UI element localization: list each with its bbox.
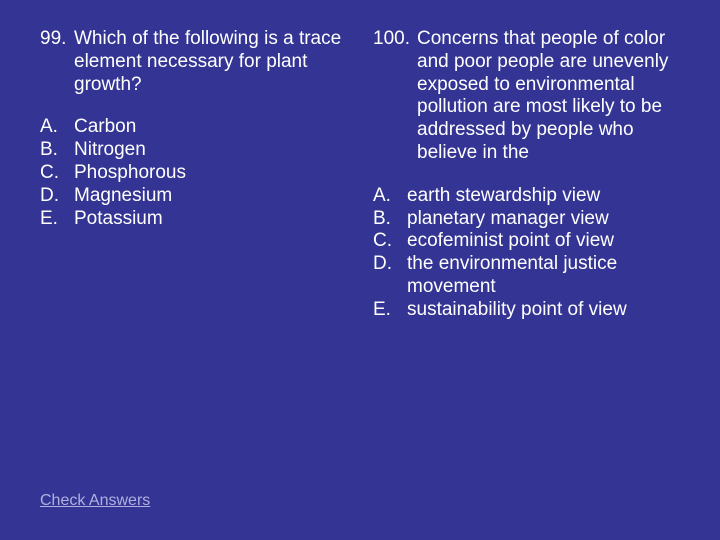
option-d: D. Magnesium xyxy=(40,185,357,208)
option-text: Potassium xyxy=(74,208,357,231)
option-a: A. Carbon xyxy=(40,116,357,139)
option-label: D. xyxy=(373,253,407,299)
option-text: Carbon xyxy=(74,116,357,139)
option-c: C. Phosphorous xyxy=(40,162,357,185)
right-column: 100. Concerns that people of color and p… xyxy=(373,28,690,322)
option-label: B. xyxy=(40,139,74,162)
option-b: B. Nitrogen xyxy=(40,139,357,162)
option-a: A. earth stewardship view xyxy=(373,185,690,208)
option-b: B. planetary manager view xyxy=(373,208,690,231)
option-text: earth stewardship view xyxy=(407,185,690,208)
option-label: A. xyxy=(373,185,407,208)
slide-columns: 99. Which of the following is a trace el… xyxy=(40,28,690,322)
option-label: C. xyxy=(373,230,407,253)
option-label: E. xyxy=(373,299,407,322)
check-answers-link[interactable]: Check Answers xyxy=(40,491,150,510)
option-label: E. xyxy=(40,208,74,231)
options-100: A. earth stewardship view B. planetary m… xyxy=(373,185,690,322)
option-text: the environmental justice movement xyxy=(407,253,690,299)
option-label: A. xyxy=(40,116,74,139)
option-c: C. ecofeminist point of view xyxy=(373,230,690,253)
option-text: Magnesium xyxy=(74,185,357,208)
option-text: ecofeminist point of view xyxy=(407,230,690,253)
options-99: A. Carbon B. Nitrogen C. Phosphorous D. … xyxy=(40,116,357,230)
option-label: C. xyxy=(40,162,74,185)
left-column: 99. Which of the following is a trace el… xyxy=(40,28,357,322)
question-text: Which of the following is a trace elemen… xyxy=(74,28,357,96)
option-label: D. xyxy=(40,185,74,208)
question-number: 100. xyxy=(373,28,417,165)
option-text: Phosphorous xyxy=(74,162,357,185)
option-text: sustainability point of view xyxy=(407,299,690,322)
question-text: Concerns that people of color and poor p… xyxy=(417,28,690,165)
question-number: 99. xyxy=(40,28,74,96)
option-text: planetary manager view xyxy=(407,208,690,231)
question-99: 99. Which of the following is a trace el… xyxy=(40,28,357,96)
option-text: Nitrogen xyxy=(74,139,357,162)
option-e: E. Potassium xyxy=(40,208,357,231)
option-e: E. sustainability point of view xyxy=(373,299,690,322)
option-d: D. the environmental justice movement xyxy=(373,253,690,299)
option-label: B. xyxy=(373,208,407,231)
question-100: 100. Concerns that people of color and p… xyxy=(373,28,690,165)
